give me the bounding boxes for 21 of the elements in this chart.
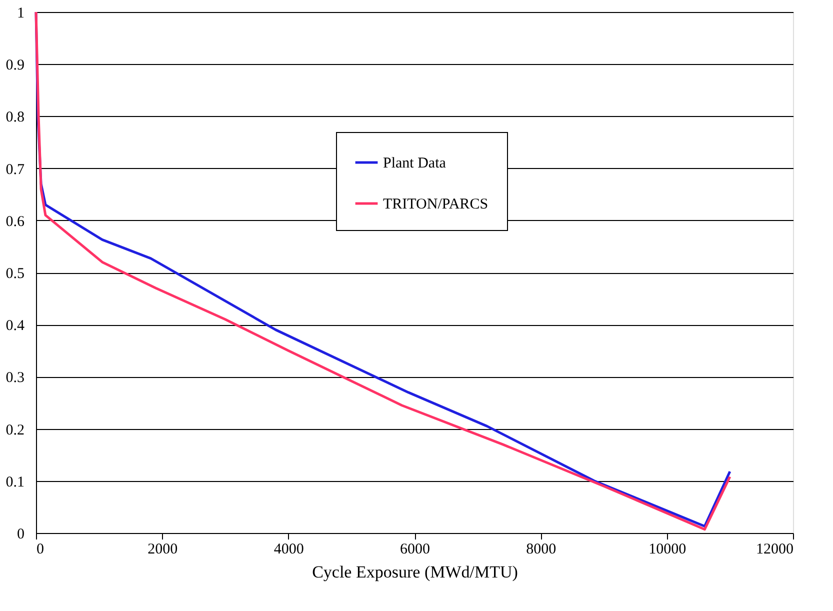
legend-label: TRITON/PARCS bbox=[383, 196, 488, 212]
legend-label: Plant Data bbox=[383, 156, 446, 172]
y-tick-label: 0.5 bbox=[6, 266, 24, 282]
x-tick-label: 0 bbox=[36, 542, 44, 558]
y-tick-label: 0.6 bbox=[6, 214, 25, 230]
y-tick-label: 0.2 bbox=[6, 422, 24, 438]
y-tick-label: 0.8 bbox=[6, 110, 24, 126]
x-tick-label: 2000 bbox=[148, 542, 178, 558]
y-tick-label: 0.9 bbox=[6, 58, 24, 74]
x-axis-title: Cycle Exposure (MWd/MTU) bbox=[312, 562, 518, 582]
y-tick-label: 0 bbox=[17, 526, 24, 542]
x-tick-label: 12000 bbox=[756, 542, 794, 558]
y-tick-label: 1 bbox=[17, 6, 24, 22]
x-tick-label: 10000 bbox=[648, 542, 686, 558]
x-tick-label: 4000 bbox=[274, 542, 304, 558]
y-tick-label: 0.1 bbox=[6, 474, 24, 490]
y-tick-label: 0.4 bbox=[6, 318, 25, 334]
y-tick-label: 0.7 bbox=[6, 162, 25, 178]
y-tick-label: 0.3 bbox=[6, 370, 24, 386]
x-tick-label: 8000 bbox=[526, 542, 556, 558]
x-tick-label: 6000 bbox=[400, 542, 430, 558]
